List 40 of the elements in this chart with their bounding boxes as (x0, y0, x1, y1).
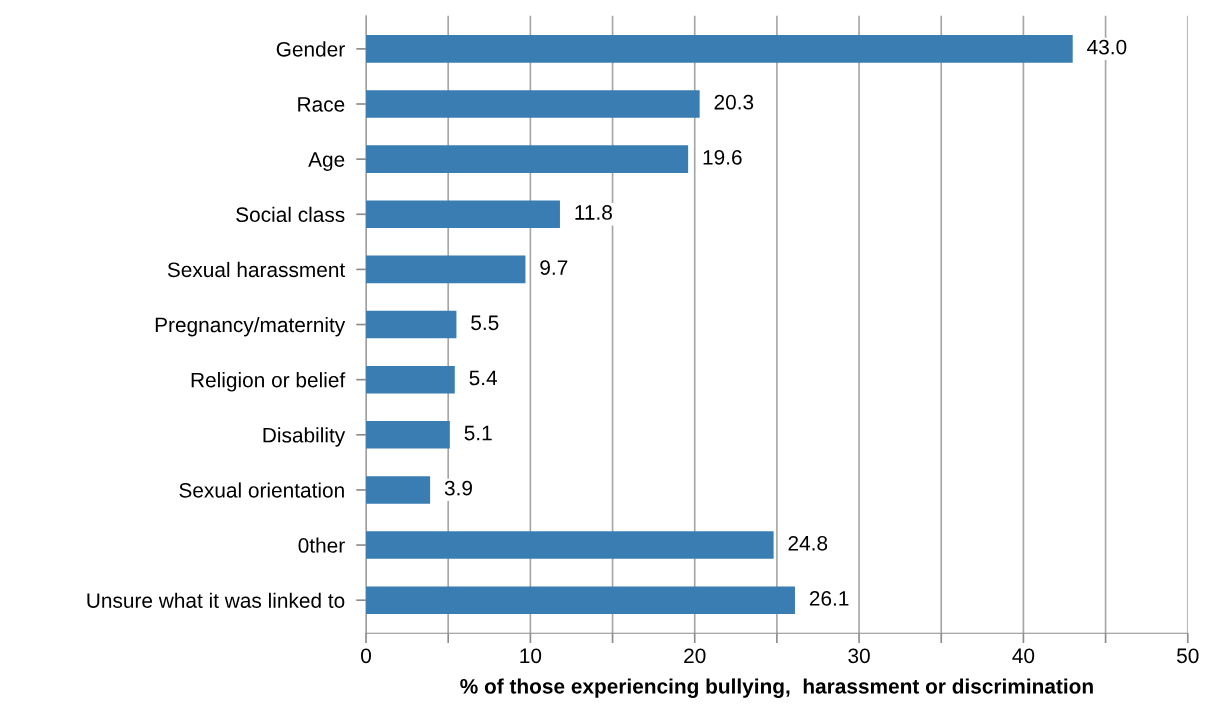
x-tick-label: 10 (520, 648, 542, 664)
bar (366, 586, 795, 614)
data-label: 3.9 (444, 480, 472, 496)
bar (366, 421, 450, 449)
x-tick-label: 0 (361, 648, 371, 664)
y-tick-label: Sexual orientation (179, 482, 344, 498)
y-tick-label: Race (298, 97, 345, 112)
bar (366, 255, 526, 284)
data-label: 5.5 (471, 315, 499, 331)
y-tick-label: 0ther (298, 537, 345, 553)
y-tick-label: Pregnancy/maternity (155, 316, 346, 337)
x-tick-label: 30 (848, 648, 870, 664)
x-tick-label: 50 (1177, 648, 1199, 664)
y-tick-label: Social class (236, 206, 345, 223)
bar (366, 145, 689, 173)
y-tick-label: Age (308, 152, 345, 172)
data-label: 9.7 (540, 260, 568, 275)
bar (366, 310, 457, 339)
data-label: 5.4 (469, 370, 498, 386)
data-label: 24.8 (788, 535, 828, 551)
y-tick-label: Gender (276, 41, 345, 57)
bar (366, 476, 431, 504)
x-axis-title: % of those experiencing bullying, harassment or discrimination (460, 678, 1093, 698)
y-tick-label: Disability (263, 427, 346, 447)
y-tick-label: Sexual harassment (167, 261, 346, 278)
data-label: 19.6 (703, 149, 742, 165)
data-label: 43.0 (1087, 39, 1127, 55)
bar (366, 365, 455, 394)
y-tick-label: Unsure what it was linked to (87, 592, 345, 608)
data-label: 11.8 (575, 205, 612, 220)
data-label: 20.3 (714, 94, 754, 110)
bar (366, 531, 774, 559)
x-tick-label: 20 (684, 648, 706, 664)
bar (366, 200, 560, 229)
data-label: 26.1 (809, 591, 849, 606)
bar (366, 35, 1073, 63)
data-label: 5.1 (464, 425, 492, 441)
x-tick-label: 40 (1012, 648, 1035, 664)
bar (366, 90, 700, 118)
y-tick-label: Religion or belief (191, 372, 346, 392)
